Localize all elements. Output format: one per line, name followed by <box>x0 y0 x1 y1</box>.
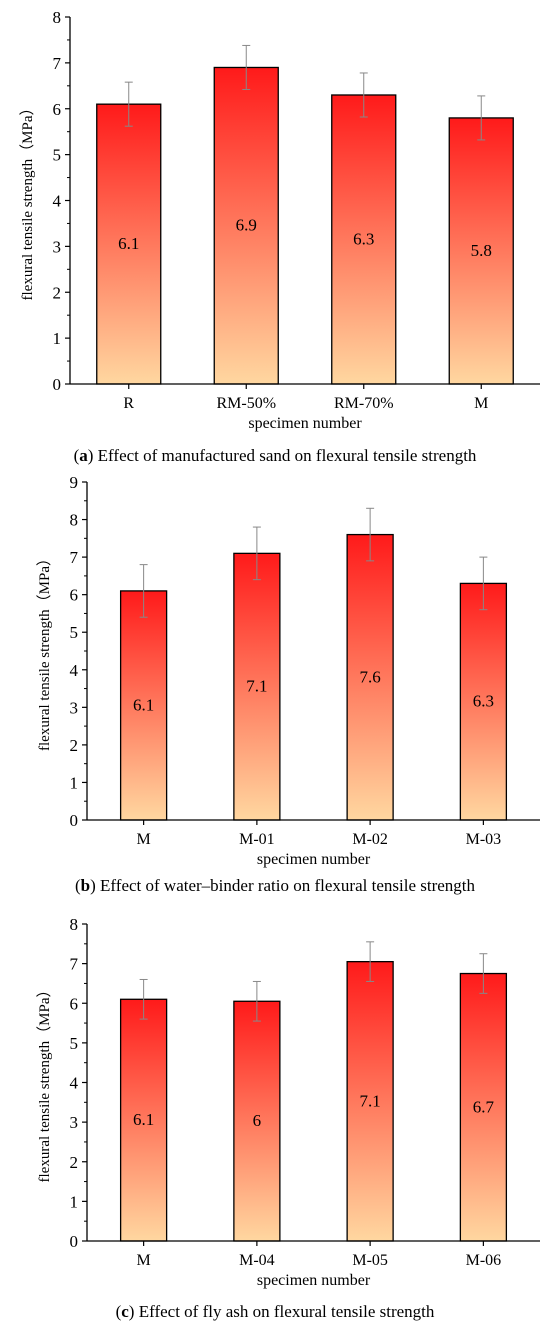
y-tick-label-2: 2 <box>70 736 79 755</box>
bar-3 <box>346 960 394 1242</box>
value-label-1: 6.1 <box>133 695 154 714</box>
y-tick-label-7: 7 <box>70 548 79 567</box>
value-label-2: 6.9 <box>236 216 257 235</box>
error-bar-4 <box>479 556 488 611</box>
bar-3 <box>346 533 394 821</box>
y-tick-label-6: 6 <box>53 100 62 119</box>
y-tick-label-1: 1 <box>70 1192 79 1211</box>
x-axis-title: specimen number <box>248 415 362 432</box>
x-tick-label-1: R <box>123 395 134 412</box>
x-tick-label-1: M <box>137 1252 151 1269</box>
y-tick-label-0: 0 <box>70 1232 79 1251</box>
caption-c: (c) Effect of fly ash on flexural tensil… <box>115 1302 435 1321</box>
x-tick-label-1: M <box>137 831 151 848</box>
value-label-3: 7.6 <box>360 667 381 686</box>
error-bar-3 <box>366 507 375 562</box>
y-tick-label-8: 8 <box>53 8 62 27</box>
bar-3 <box>331 94 397 385</box>
y-tick-label-4: 4 <box>70 661 79 680</box>
y-tick-label-5: 5 <box>53 146 62 165</box>
caption-text-a: Effect of manufactured sand on flexural … <box>93 446 477 465</box>
x-tick-label-3: M-05 <box>352 1252 388 1269</box>
y-tick-label-0: 0 <box>53 375 62 394</box>
error-bar-1 <box>139 978 148 1020</box>
value-label-4: 5.8 <box>471 241 492 260</box>
error-bar-4 <box>477 95 486 141</box>
x-tick-label-3: M-02 <box>352 831 388 848</box>
value-label-1: 6.1 <box>133 1110 154 1129</box>
caption-letter-a: a <box>79 446 88 465</box>
bar-1 <box>96 103 162 385</box>
y-tick-label-5: 5 <box>70 1034 79 1053</box>
error-bar-2 <box>242 44 251 90</box>
caption-b: (b) Effect of water–binder ratio on flex… <box>74 876 476 895</box>
caption-letter-b: b <box>80 876 91 895</box>
y-tick-label-5: 5 <box>70 623 79 642</box>
y-axis-title: flexural tensile strength（MPa） <box>19 101 36 301</box>
bar-chart-c: 6.1 M 6 M-04 7.1 M-05 6.7 M-06 0 1 2 3 4 5 6 7 8 specimen… <box>36 915 540 1289</box>
y-tick-label-8: 8 <box>70 915 79 934</box>
y-axis-title: flexural tensile strength（MPa） <box>36 983 53 1183</box>
x-tick-label-3: RM-70% <box>334 395 394 412</box>
y-tick-label-3: 3 <box>53 237 62 256</box>
error-bar-3 <box>359 72 368 118</box>
caption-text-c: Effect of fly ash on flexural tensile st… <box>134 1302 435 1321</box>
chart-panel-c: 6.1 M 6 M-04 7.1 M-05 6.7 M-06 0 1 2 3 4 5 6 7 8 specimen… <box>0 905 550 1332</box>
chart-panel-a: 6.1 R 6.9 RM-50% 6.3 RM-70% 5.8 M 0 1 2 3 4 5 6 7 8 speci… <box>0 0 550 470</box>
caption-text-b: Effect of water–binder ratio on flexural… <box>95 876 476 895</box>
x-tick-label-2: RM-50% <box>216 395 276 412</box>
value-label-2: 7.1 <box>246 677 267 696</box>
y-tick-label-7: 7 <box>53 54 62 73</box>
error-bar-3 <box>366 941 375 982</box>
y-tick-label-0: 0 <box>70 811 79 830</box>
y-tick-label-3: 3 <box>70 1113 79 1132</box>
y-tick-label-4: 4 <box>70 1074 79 1093</box>
y-tick-label-3: 3 <box>70 698 79 717</box>
y-tick-label-6: 6 <box>70 586 79 605</box>
error-bar-1 <box>139 564 148 618</box>
value-label-4: 6.3 <box>473 692 494 711</box>
value-label-1: 6.1 <box>118 234 139 253</box>
y-tick-label-1: 1 <box>53 329 62 348</box>
value-label-3: 6.3 <box>353 229 374 248</box>
y-tick-label-4: 4 <box>53 192 62 211</box>
caption-letter-c: c <box>121 1302 129 1321</box>
error-bar-1 <box>124 81 133 127</box>
y-tick-label-1: 1 <box>70 773 79 792</box>
error-bar-4 <box>479 953 488 994</box>
y-tick-label-8: 8 <box>70 511 79 530</box>
y-axis-title: flexural tensile strength（MPa） <box>36 551 53 751</box>
x-tick-label-2: M-01 <box>239 831 275 848</box>
y-tick-label-2: 2 <box>70 1153 79 1172</box>
x-tick-label-2: M-04 <box>239 1252 275 1269</box>
y-tick-label-2: 2 <box>53 283 62 302</box>
error-bar-2 <box>252 526 261 581</box>
x-axis-title: specimen number <box>257 851 371 868</box>
error-bar-2 <box>252 980 261 1022</box>
x-tick-label-4: M-03 <box>466 831 502 848</box>
value-label-4: 6.7 <box>473 1097 495 1116</box>
caption-a: (a) Effect of manufactured sand on flexu… <box>73 446 477 465</box>
x-tick-label-4: M-06 <box>466 1252 502 1269</box>
bar-4 <box>459 972 508 1242</box>
bar-4 <box>459 582 508 821</box>
x-tick-label-4: M <box>474 395 488 412</box>
bar-chart-b: 6.1 M 7.1 M-01 7.6 M-02 6.3 M-03 0 1 2 3 4 5 6 7 8 9 speci… <box>36 473 540 868</box>
y-tick-label-6: 6 <box>70 994 79 1013</box>
chart-panel-b: 6.1 M 7.1 M-01 7.6 M-02 6.3 M-03 0 1 2 3 4 5 6 7 8 9 speci… <box>0 470 550 905</box>
value-label-3: 7.1 <box>360 1091 381 1110</box>
bar-chart-a: 6.1 R 6.9 RM-50% 6.3 RM-70% 5.8 M 0 1 2 3 4 5 6 7 8 speci… <box>19 8 540 432</box>
x-axis-title: specimen number <box>257 1272 371 1289</box>
value-label-2: 6 <box>253 1111 262 1130</box>
y-tick-label-9: 9 <box>70 473 79 492</box>
y-tick-label-7: 7 <box>70 955 79 974</box>
